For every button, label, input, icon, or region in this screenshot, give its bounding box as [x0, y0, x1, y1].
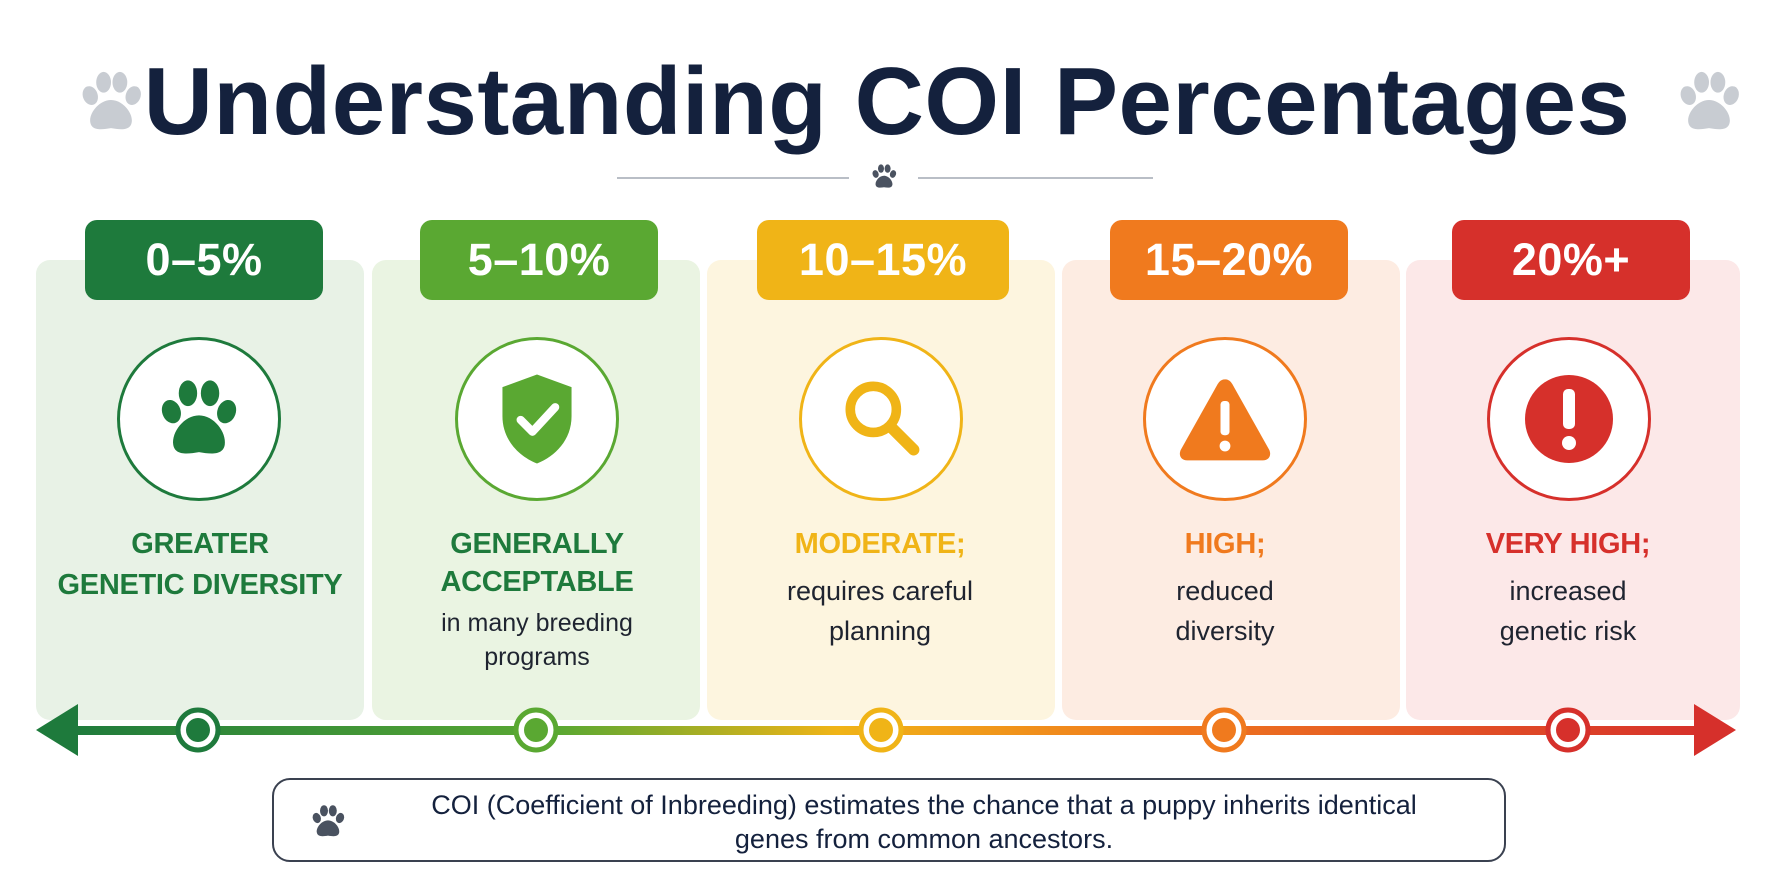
level-icon-circle: [799, 337, 963, 501]
definition-line: genes from common ancestors.: [734, 824, 1114, 854]
paw-icon: [161, 380, 237, 454]
alert-circle-icon: [1525, 375, 1613, 463]
level-icon-circle: [1487, 337, 1651, 501]
title-divider-right: [918, 177, 1153, 179]
scale-marker: [1545, 707, 1591, 753]
definition-text: COI (Coefficient of Inbreeding) estimate…: [369, 788, 1479, 856]
range-badge: 0–5%: [85, 220, 323, 300]
level-icon-circle: [455, 337, 619, 501]
paw-icon: [1680, 71, 1739, 130]
definition-box: COI (Coefficient of Inbreeding) estimate…: [272, 778, 1506, 862]
page-title: Understanding COI Percentages: [143, 48, 1631, 155]
level-note: genetic risk: [1499, 616, 1637, 646]
paw-icon: [82, 71, 141, 130]
level-note: programs: [484, 643, 590, 671]
paw-icon: [312, 805, 345, 837]
title-divider-left: [617, 177, 849, 179]
level-heading: GENERALLY: [450, 528, 624, 560]
scale-marker: [1201, 707, 1247, 753]
magnifier-icon: [845, 381, 920, 456]
level-icon-circle: [117, 337, 281, 501]
shield-check-icon: [502, 374, 572, 464]
paw-icon: [872, 164, 897, 188]
level-heading: VERY HIGH;: [1485, 528, 1651, 560]
range-badge: 10–15%: [757, 220, 1009, 300]
level-icon-circle: [1143, 337, 1307, 501]
level-heading: MODERATE;: [794, 528, 966, 560]
scale-marker: [175, 707, 221, 753]
scale-arrowhead-left: [36, 704, 78, 756]
level-heading: GENETIC DIVERSITY: [57, 569, 343, 601]
level-heading: GREATER: [131, 528, 269, 560]
level-note: in many breeding: [441, 609, 633, 637]
level-note: requires careful: [786, 576, 974, 606]
level-note: increased: [1509, 576, 1627, 606]
coi-scale-arrow: [36, 704, 1736, 756]
level-note: diversity: [1175, 616, 1275, 646]
scale-marker: [513, 707, 559, 753]
scale-marker: [858, 707, 904, 753]
level-heading: HIGH;: [1184, 528, 1266, 560]
level-heading: ACCEPTABLE: [440, 566, 634, 598]
scale-arrowhead-right: [1694, 704, 1736, 756]
warning-triangle-icon: [1179, 379, 1271, 461]
range-badge: 20%+: [1452, 220, 1690, 300]
level-note: reduced: [1176, 576, 1274, 606]
definition-line: COI (Coefficient of Inbreeding) estimate…: [431, 790, 1417, 820]
range-badge: 15–20%: [1110, 220, 1348, 300]
level-note: planning: [828, 616, 932, 646]
range-badge: 5–10%: [420, 220, 658, 300]
